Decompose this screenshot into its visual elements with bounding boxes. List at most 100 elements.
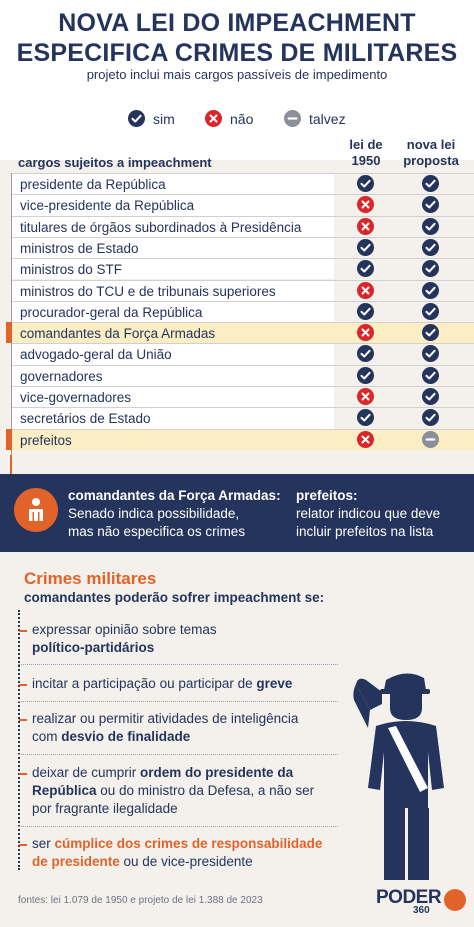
row-label: comandantes da Força Armadas bbox=[12, 322, 334, 344]
row-status-cells bbox=[334, 236, 474, 258]
list-item: incitar a participação ou participar de … bbox=[32, 676, 293, 691]
row-label: prefeitos bbox=[12, 428, 334, 450]
note-comandantes: comandantes da Força Armadas: Senado ind… bbox=[68, 487, 281, 541]
logo: PODER bbox=[376, 887, 442, 908]
row-label: presidente da República bbox=[12, 173, 334, 195]
person-icon bbox=[14, 488, 58, 532]
check-circle-icon bbox=[422, 388, 439, 405]
crimes-list-rule bbox=[18, 610, 20, 870]
check-circle-icon bbox=[357, 345, 374, 363]
minus-circle-icon bbox=[422, 430, 439, 448]
saluting-soldier-icon bbox=[348, 668, 468, 888]
row-label: ministros do TCU e de tribunais superior… bbox=[12, 279, 334, 301]
note-prefeitos: prefeitos: relator indicou que deve incl… bbox=[296, 487, 440, 541]
check-circle-icon bbox=[357, 260, 374, 278]
check-circle-icon bbox=[422, 324, 439, 342]
check-circle-icon bbox=[422, 260, 439, 278]
logo-number: 360 bbox=[413, 905, 430, 916]
row-status-cells bbox=[334, 258, 474, 279]
row-label: vice-presidente da República bbox=[12, 194, 334, 216]
table-row: prefeitos bbox=[0, 428, 474, 450]
table-row: vice-presidente da República bbox=[0, 194, 474, 216]
row-label: titulares de órgãos subordinados à Presi… bbox=[12, 215, 334, 237]
table-row: secretários de Estado bbox=[0, 407, 474, 429]
page-title: NOVA LEI DO IMPEACHMENT ESPECIFICA CRIME… bbox=[0, 8, 474, 68]
check-circle-icon bbox=[357, 302, 374, 320]
x-circle-icon bbox=[357, 281, 374, 299]
divider bbox=[18, 701, 338, 702]
check-circle-icon bbox=[422, 345, 439, 363]
note-comandantes-line1: Senado indica possibilidade, bbox=[68, 506, 240, 521]
check-circle-icon bbox=[357, 409, 374, 427]
row-status-cells bbox=[334, 279, 474, 301]
row-status-cells bbox=[334, 364, 474, 386]
check-circle-icon bbox=[422, 217, 439, 235]
check-circle-icon bbox=[357, 175, 374, 192]
column-header-lei-1950: lei de 1950 bbox=[349, 137, 383, 168]
table-row: comandantes da Força Armadas bbox=[0, 322, 474, 344]
list-bullet bbox=[19, 630, 27, 632]
check-circle-icon bbox=[422, 238, 439, 256]
legend-maybe-label: talvez bbox=[309, 110, 346, 127]
list-item: deixar de cumprir ordem do presidente da… bbox=[32, 765, 315, 816]
list-bullet bbox=[19, 719, 27, 721]
x-circle-icon bbox=[357, 196, 374, 214]
row-label: governadores bbox=[12, 364, 334, 386]
table-row: vice-governadores bbox=[0, 386, 474, 408]
divider bbox=[18, 754, 338, 755]
row-label: vice-governadores bbox=[12, 386, 334, 408]
note-prefeitos-line2: incluir prefeitos na lista bbox=[296, 524, 434, 539]
crimes-title: Crimes militares bbox=[24, 569, 157, 588]
note-comandantes-line2: mas não especifica os crimes bbox=[68, 524, 246, 539]
list-item: realizar ou permitir atividades de intel… bbox=[32, 711, 299, 744]
header: NOVA LEI DO IMPEACHMENT ESPECIFICA CRIME… bbox=[0, 0, 474, 170]
check-circle-icon bbox=[128, 110, 145, 127]
list-bullet bbox=[19, 684, 27, 686]
row-label: advogado-geral da União bbox=[12, 343, 334, 365]
highlight-marker bbox=[6, 322, 12, 344]
title-line-2: ESPECIFICA CRIMES DE MILITARES bbox=[16, 39, 458, 67]
row-label: ministros de Estado bbox=[12, 236, 334, 259]
divider bbox=[18, 664, 338, 665]
table-row: ministros do TCU e de tribunais superior… bbox=[0, 279, 474, 301]
x-circle-icon bbox=[205, 110, 222, 127]
source-note: fontes: lei 1.079 de 1950 e projeto de l… bbox=[18, 895, 263, 906]
check-circle-icon bbox=[422, 366, 439, 384]
x-circle-icon bbox=[357, 388, 374, 405]
row-status-cells bbox=[334, 343, 474, 364]
list-item: expressar opinião sobre temas político-p… bbox=[32, 622, 217, 655]
legend-maybe: talvez bbox=[284, 110, 346, 127]
check-circle-icon bbox=[422, 409, 439, 427]
list-bullet bbox=[19, 773, 27, 775]
note-box bbox=[0, 474, 474, 552]
check-circle-icon bbox=[422, 196, 439, 214]
highlight-marker bbox=[6, 428, 12, 450]
check-circle-icon bbox=[422, 281, 439, 299]
check-circle-icon bbox=[422, 302, 439, 320]
row-label: procurador-geral da República bbox=[12, 300, 334, 323]
list-item: ser cúmplice dos crimes de responsabilid… bbox=[32, 836, 323, 869]
legend-no: não bbox=[205, 110, 253, 127]
row-status-cells bbox=[334, 407, 474, 428]
row-status-cells bbox=[334, 428, 474, 450]
check-circle-icon bbox=[357, 366, 374, 384]
logo-circle-icon bbox=[444, 889, 466, 911]
column-header-cargos: cargos sujeitos a impeachment bbox=[18, 155, 212, 170]
divider bbox=[18, 826, 338, 827]
row-status-cells bbox=[334, 173, 474, 194]
title-line-1: NOVA LEI DO IMPEACHMENT bbox=[58, 9, 416, 37]
crimes-subtitle: comandantes poderão sofrer impeachment s… bbox=[24, 590, 325, 605]
table-row: governadores bbox=[0, 364, 474, 386]
legend-yes: sim bbox=[128, 110, 175, 127]
table-row: titulares de órgãos subordinados à Presi… bbox=[0, 215, 474, 237]
row-label: ministros do STF bbox=[12, 258, 334, 280]
table-row: procurador-geral da República bbox=[0, 300, 474, 323]
table-left-rule bbox=[11, 173, 12, 458]
x-circle-icon bbox=[357, 217, 374, 235]
table-row: presidente da República bbox=[0, 173, 474, 195]
table-row: ministros de Estado bbox=[0, 236, 474, 259]
row-status-cells bbox=[334, 300, 474, 322]
check-circle-icon bbox=[422, 175, 439, 192]
minus-circle-icon bbox=[284, 110, 301, 127]
note-comandantes-title: comandantes da Força Armadas: bbox=[68, 488, 281, 503]
